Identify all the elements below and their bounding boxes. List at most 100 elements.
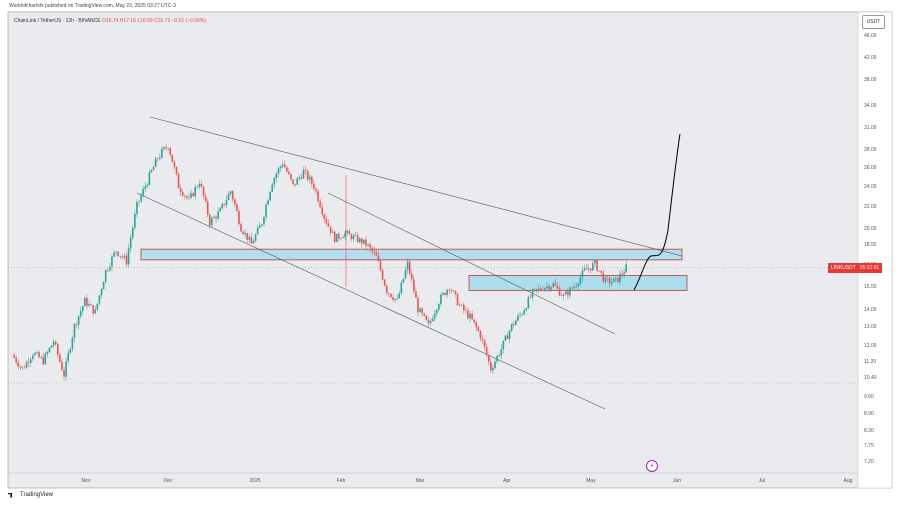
candle-body — [460, 304, 463, 306]
tradingview-footer[interactable]: TradingView — [8, 492, 53, 498]
candle-body — [325, 218, 328, 224]
candle-body — [544, 288, 546, 291]
candle-body — [17, 362, 20, 367]
candle-body — [240, 224, 242, 232]
candle-body — [104, 270, 107, 283]
candle-body — [265, 204, 267, 218]
candle-body — [71, 337, 74, 349]
candle-body — [86, 297, 88, 307]
candle-body — [231, 191, 234, 200]
candle-body — [344, 232, 346, 238]
candle-body — [21, 366, 24, 368]
price-tag-symbol: LINKUSDT — [831, 265, 856, 271]
candle-body — [244, 233, 246, 235]
y-tick-label: 38.00 — [864, 77, 877, 83]
candle-body — [27, 362, 30, 363]
candle-body — [548, 286, 550, 290]
tradingview-logo-icon — [8, 492, 13, 498]
candle-body — [67, 352, 70, 362]
candle-body — [184, 195, 186, 197]
candle-body — [213, 216, 215, 219]
candle-body — [406, 261, 409, 270]
candle-body — [365, 239, 367, 246]
candle-body — [400, 282, 403, 294]
candle-body — [171, 154, 174, 162]
candle-body — [612, 278, 615, 283]
y-tick-label: 12.00 — [864, 343, 877, 349]
candle-body — [515, 320, 517, 325]
candle-body — [179, 188, 182, 192]
candle-body — [256, 227, 259, 235]
candle-body — [319, 201, 321, 208]
price-axis — [857, 11, 893, 489]
y-tick-label: 10.40 — [864, 375, 877, 381]
event-bolt-icon[interactable]: ⚡ — [646, 460, 658, 472]
x-tick-label: Nov — [82, 478, 91, 484]
candle-body — [369, 244, 371, 248]
candle-body — [238, 211, 240, 225]
candle-body — [261, 224, 263, 226]
candle-body — [458, 305, 461, 306]
symbol-legend: ChainLink / TetherUS · 12h · BINANCE O16… — [14, 18, 206, 24]
candle-body — [115, 251, 117, 253]
candle-body — [279, 166, 282, 169]
candle-body — [138, 201, 140, 203]
candle-body — [98, 295, 101, 304]
currency-button[interactable]: USDT — [862, 15, 885, 29]
y-tick-label: 28.00 — [864, 147, 877, 153]
candle-body — [388, 293, 390, 294]
candle-body — [79, 310, 82, 317]
candle-body — [327, 223, 330, 227]
candle-body — [100, 289, 103, 296]
candle-body — [302, 169, 305, 179]
candle-body — [258, 225, 261, 228]
candle-body — [531, 289, 534, 298]
candle-body — [69, 348, 72, 353]
candle-body — [277, 168, 280, 174]
candle-body — [148, 172, 151, 185]
candle-body — [592, 263, 594, 271]
candle-body — [617, 277, 619, 282]
candle-body — [229, 191, 232, 194]
candle-body — [323, 214, 326, 219]
candle-body — [140, 195, 142, 202]
candle-body — [496, 355, 498, 362]
y-tick-label: 13.00 — [864, 324, 877, 330]
candle-body — [485, 346, 488, 356]
price-tag-countdown: 05:32:01 — [859, 265, 880, 271]
candle-body — [198, 183, 201, 187]
y-tick-label: 34.00 — [864, 103, 877, 109]
candle-body — [419, 308, 421, 313]
candle-body — [300, 177, 303, 179]
candle-body — [136, 202, 138, 214]
candle-body — [196, 186, 199, 188]
candle-body — [169, 148, 172, 155]
candle-body — [402, 278, 405, 283]
candle-body — [510, 323, 513, 331]
candle-body — [294, 183, 296, 185]
candle-body — [127, 248, 130, 265]
candle-body — [48, 347, 51, 353]
inner-trendline — [327, 192, 616, 335]
candle-body — [73, 324, 76, 338]
y-tick-label: 8.90 — [864, 411, 874, 417]
candle-body — [375, 252, 378, 256]
candle-body — [250, 237, 253, 244]
candle-body — [377, 255, 380, 262]
candle-body — [535, 288, 538, 290]
candle-body — [373, 251, 376, 253]
candle-body — [194, 187, 197, 197]
candle-body — [254, 234, 257, 241]
candle-body — [75, 324, 78, 325]
candle-body — [498, 355, 500, 357]
candle-body — [200, 183, 203, 187]
candle-body — [448, 289, 451, 291]
x-tick-label: Dec — [164, 478, 173, 484]
candle-body — [529, 297, 532, 298]
candle-body — [363, 239, 365, 244]
candle-body — [159, 157, 161, 159]
candle-body — [360, 238, 363, 244]
candle-body — [554, 283, 557, 286]
candle-body — [506, 335, 509, 339]
candle-body — [25, 362, 28, 368]
